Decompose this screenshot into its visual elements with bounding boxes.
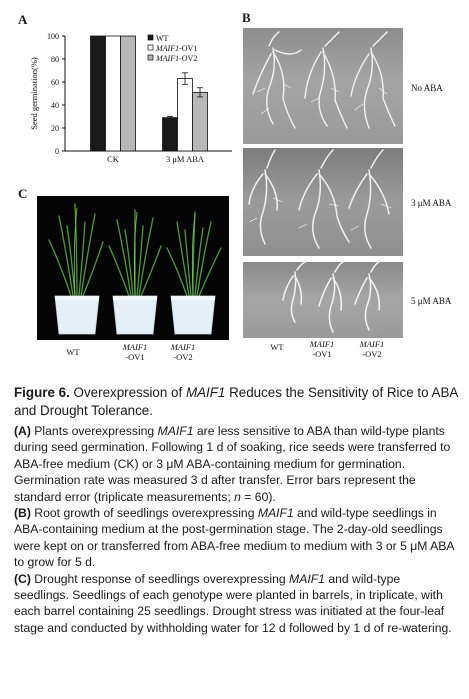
germination-bar-chart: 0 20 40 60 80 100 Seed germination(%) CK 3 μM AB… [0, 0, 235, 180]
bar-wt-1 [163, 118, 178, 151]
legend-swatch [148, 55, 153, 60]
legend-label: WT [156, 34, 169, 43]
panel-c-genotype-ov1: MAIF1 -OV1 [115, 342, 155, 362]
bar-maif1-ov2-0 [121, 36, 136, 151]
y-tick-label: 80 [51, 55, 59, 64]
legend-swatch [148, 35, 153, 40]
panel-b-letter: B [242, 10, 251, 26]
bar-maif1-ov1-1 [178, 79, 193, 151]
legend-swatch [148, 45, 153, 50]
legend-label: MAIF1-OV2 [155, 54, 197, 63]
y-axis-label: Seed germination(%) [29, 57, 39, 130]
panel-c-genotype-ov2: MAIF1 -OV2 [163, 342, 203, 362]
seedling-roots-5um-aba [243, 262, 403, 338]
panel-c-letter: C [18, 186, 27, 202]
caption-section-a: (A) Plants overexpressing MAIF1 are less… [14, 423, 458, 505]
panel-b-genotype-wt: WT [262, 342, 292, 352]
bar-wt-0 [91, 36, 106, 151]
y-tick-label: 20 [51, 124, 59, 133]
panel-b-genotype-ov2: MAIF1 -OV2 [352, 339, 392, 359]
panel-b-photo-5um-aba [243, 262, 403, 338]
legend-label: MAIF1-OV1 [155, 44, 197, 53]
caption-section-b: (B) Root growth of seedlings overexpress… [14, 505, 458, 571]
row-label-no-aba: No ABA [411, 83, 443, 93]
caption-title: Figure 6. Overexpression of MAIF1 Reduce… [14, 384, 458, 420]
panel-b-photo-3um-aba [243, 148, 403, 256]
caption-section-c: (C) Drought response of seedlings overex… [14, 571, 458, 637]
row-label-3um-aba: 3 μM ABA [411, 198, 451, 208]
bar-maif1-ov1-0 [106, 36, 121, 151]
caption-figure-label: Figure 6. [14, 385, 70, 400]
y-tick-label: 100 [47, 32, 59, 41]
y-tick-label: 60 [51, 78, 59, 87]
seedling-roots-no-aba [243, 28, 403, 144]
seedling-roots-3um-aba [243, 148, 403, 256]
y-tick-label: 0 [55, 147, 59, 156]
panel-c-drought-photo [37, 196, 229, 340]
row-label-5um-aba: 5 μM ABA [411, 296, 451, 306]
figure-caption: Figure 6. Overexpression of MAIF1 Reduce… [14, 384, 458, 636]
caption-title-text: Overexpression of MAIF1 Reduces the Sens… [14, 385, 458, 418]
y-tick-label: 40 [51, 101, 59, 110]
x-tick-label: CK [107, 154, 120, 164]
panel-b-genotype-ov1: MAIF1 -OV1 [302, 339, 342, 359]
panel-c-genotype-wt: WT [58, 347, 88, 357]
panel-b-photo-no-aba [243, 28, 403, 144]
x-tick-label: 3 μM ABA [166, 154, 205, 164]
rice-seedlings-in-barrels [37, 196, 229, 340]
bar-maif1-ov2-1 [193, 92, 208, 151]
